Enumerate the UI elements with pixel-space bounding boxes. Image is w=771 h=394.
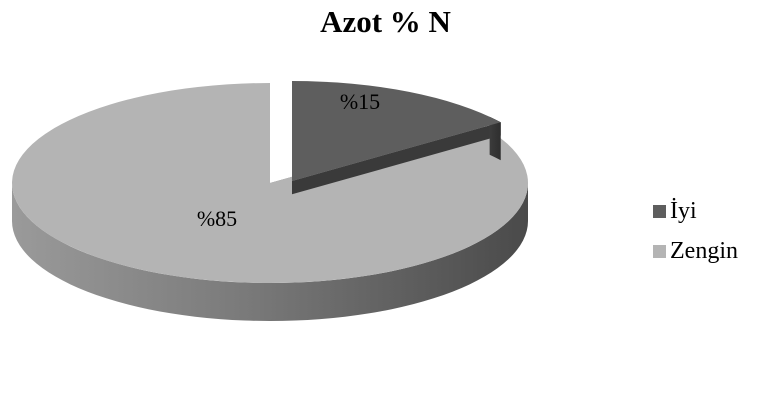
slice-iyi-top xyxy=(292,81,501,181)
legend: İyi Zengin xyxy=(653,197,738,277)
data-label-zengin: %85 xyxy=(197,206,237,231)
slice-iyi-side xyxy=(489,116,501,161)
legend-item-iyi: İyi xyxy=(653,197,738,225)
legend-swatch-zengin xyxy=(653,244,666,258)
legend-swatch-iyi xyxy=(653,204,666,218)
legend-label-zengin: Zengin xyxy=(670,237,738,264)
slice-zengin-top xyxy=(12,83,529,283)
legend-label-iyi: İyi xyxy=(670,197,697,224)
slice-zengin-side xyxy=(12,183,528,321)
chart-title: Azot % N xyxy=(320,4,451,39)
data-label-iyi: %15 xyxy=(340,89,380,114)
legend-item-zengin: Zengin xyxy=(653,237,738,265)
slice-iyi-wall xyxy=(292,122,501,195)
